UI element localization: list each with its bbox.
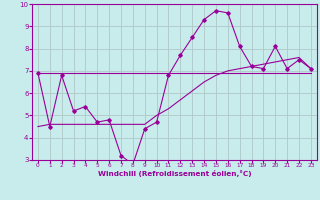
X-axis label: Windchill (Refroidissement éolien,°C): Windchill (Refroidissement éolien,°C) xyxy=(98,170,251,177)
